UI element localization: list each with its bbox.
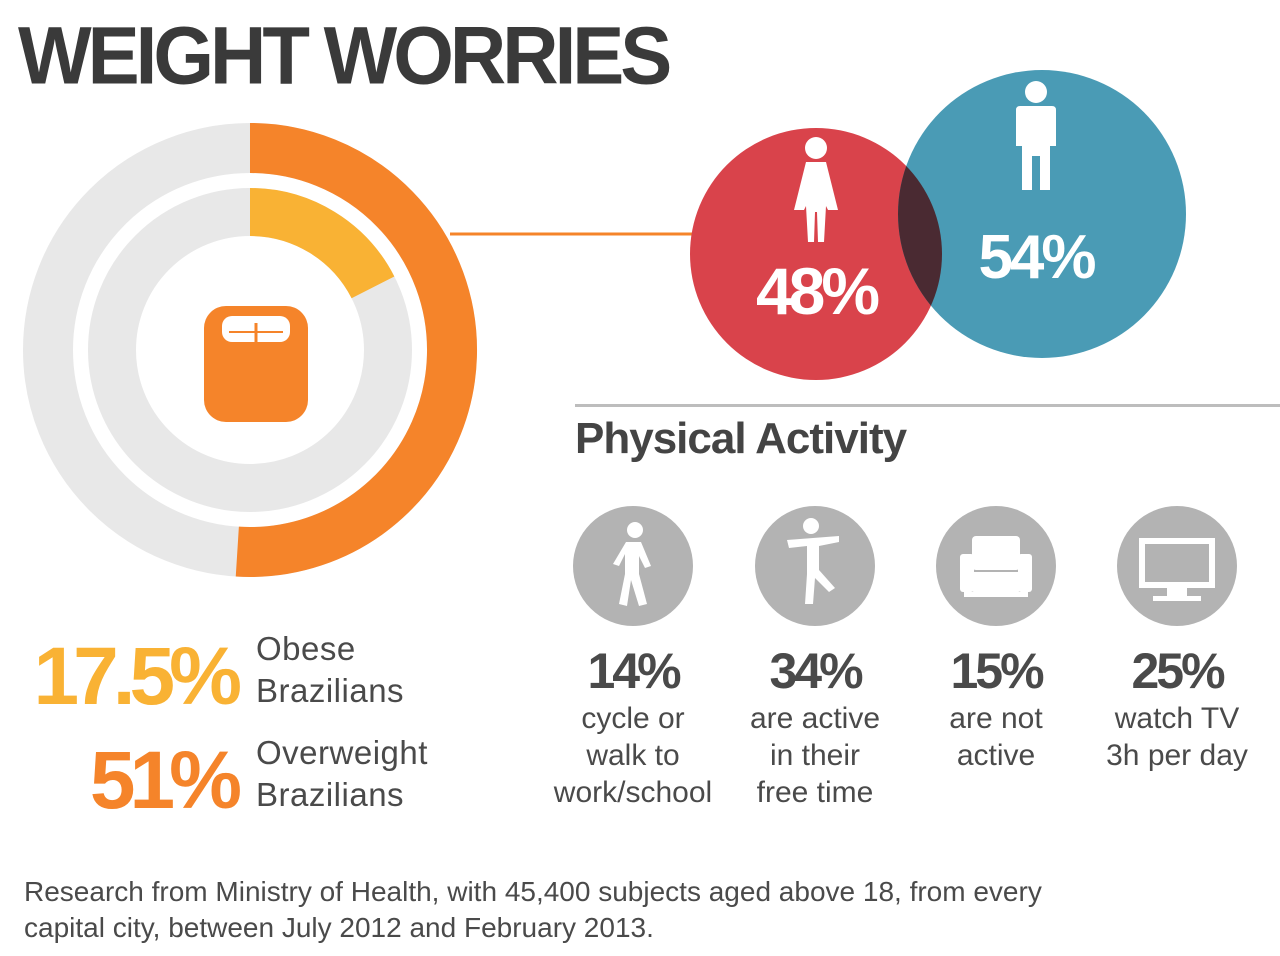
overweight-arc bbox=[235, 123, 478, 577]
activity-description: are not active bbox=[949, 702, 1043, 772]
physical-activity-title: Physical Activity bbox=[575, 414, 907, 463]
activity-item-not-active: 15% are not active bbox=[896, 504, 1096, 774]
activity-percentage: 34% bbox=[769, 643, 863, 699]
man-icon bbox=[1016, 81, 1056, 190]
weight-donut-chart bbox=[23, 123, 478, 577]
obese-percentage: 17.5% bbox=[33, 631, 242, 722]
activity-percentage: 25% bbox=[1131, 643, 1225, 699]
men-circle bbox=[898, 70, 1186, 358]
women-circle bbox=[690, 128, 942, 380]
activity-item-tv: 25% watch TV 3h per day bbox=[1077, 504, 1277, 774]
woman-icon bbox=[794, 137, 838, 242]
running-person-icon bbox=[755, 506, 875, 626]
activity-percentage: 14% bbox=[587, 643, 681, 699]
obese-label: Obese Brazilians bbox=[256, 630, 405, 709]
page-title: WEIGHT WORRIES bbox=[18, 9, 672, 102]
men-percentage: 54% bbox=[978, 223, 1095, 292]
activity-item-free-time: 34% are active in their free time bbox=[715, 504, 915, 811]
gender-venn: 48% 54% bbox=[450, 70, 1186, 380]
activity-percentage: 15% bbox=[950, 643, 1044, 699]
tv-icon bbox=[1117, 506, 1237, 626]
obese-arc bbox=[249, 188, 395, 299]
walking-person-icon bbox=[573, 506, 693, 626]
overweight-label: Overweight Brazilians bbox=[256, 734, 428, 813]
activity-description: are active in their free time bbox=[749, 702, 881, 809]
armchair-icon bbox=[936, 506, 1056, 626]
scale-icon bbox=[204, 306, 308, 422]
activity-description: watch TV 3h per day bbox=[1106, 702, 1248, 772]
activity-item-commute: 14% cycle or walk to work/school bbox=[533, 504, 733, 811]
section-divider bbox=[575, 404, 1280, 407]
overweight-percentage: 51% bbox=[89, 735, 242, 826]
women-percentage: 48% bbox=[756, 254, 878, 328]
activity-description: cycle or walk to work/school bbox=[553, 702, 713, 809]
source-footnote: Research from Ministry of Health, with 4… bbox=[24, 876, 1042, 943]
